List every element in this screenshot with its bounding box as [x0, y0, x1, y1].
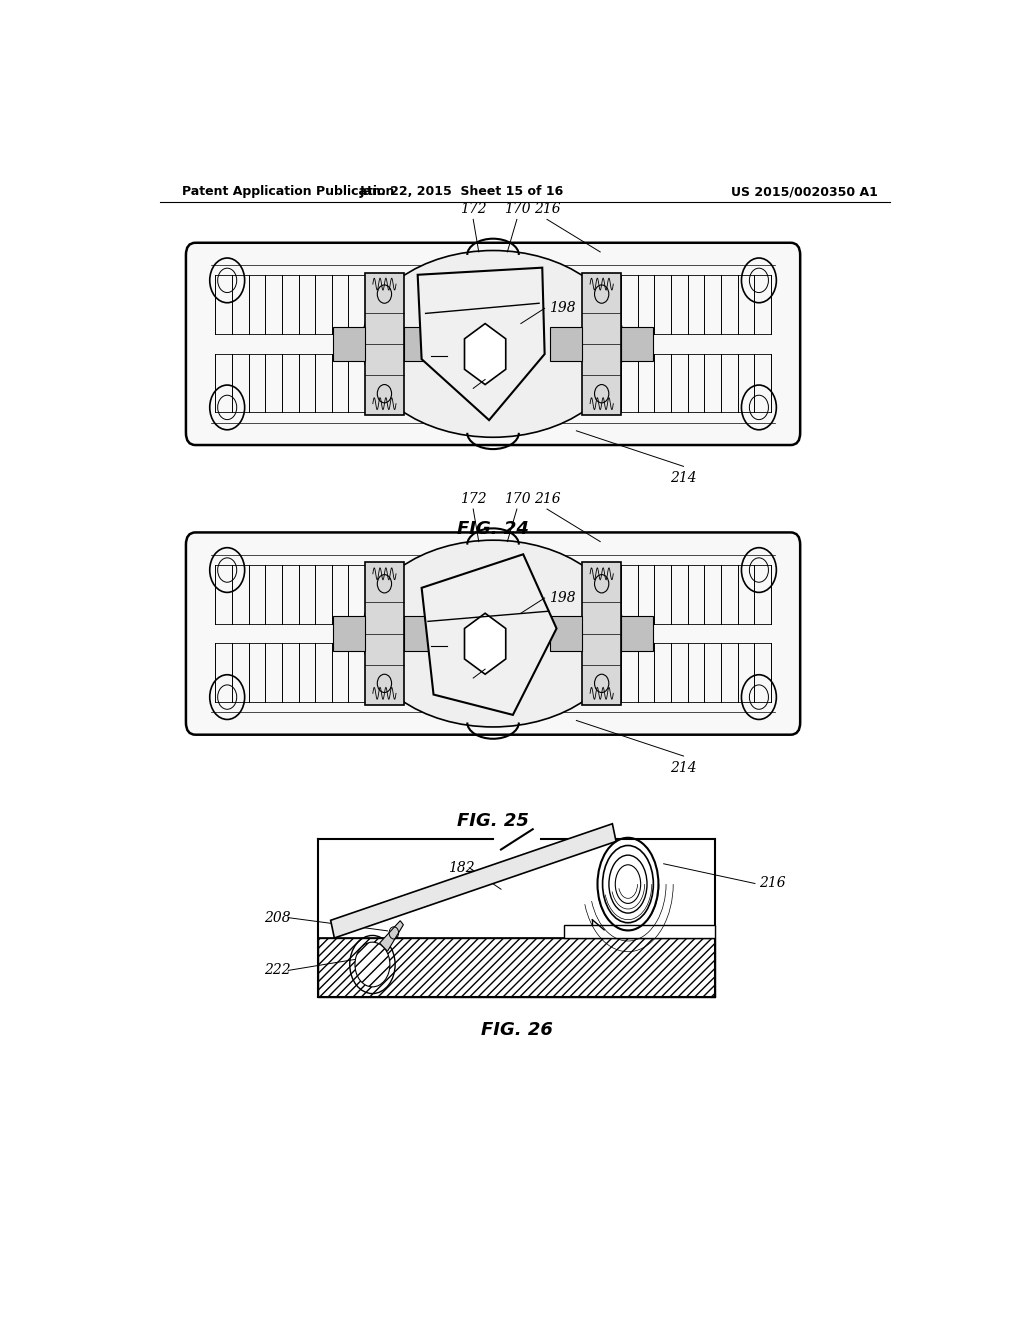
Text: 170: 170: [504, 202, 530, 216]
Bar: [564, 925, 715, 939]
Bar: [621, 327, 653, 360]
Text: 170: 170: [504, 492, 530, 506]
Bar: [333, 616, 366, 651]
Bar: [366, 273, 403, 414]
Text: 216: 216: [534, 492, 560, 506]
Bar: [403, 327, 435, 360]
FancyBboxPatch shape: [186, 243, 800, 445]
Bar: [551, 327, 583, 360]
Bar: [366, 562, 403, 705]
Wedge shape: [355, 942, 390, 987]
Ellipse shape: [362, 540, 624, 727]
Text: 198: 198: [549, 301, 575, 315]
Text: 70: 70: [430, 342, 447, 356]
Polygon shape: [422, 554, 557, 715]
Text: Patent Application Publication: Patent Application Publication: [182, 185, 394, 198]
Text: US 2015/0020350 A1: US 2015/0020350 A1: [731, 185, 878, 198]
Polygon shape: [380, 921, 403, 952]
Bar: [551, 616, 583, 651]
Text: FIG. 25: FIG. 25: [457, 812, 529, 830]
Text: 216: 216: [759, 876, 785, 891]
Polygon shape: [465, 614, 506, 675]
Polygon shape: [418, 268, 545, 420]
Bar: [333, 327, 366, 360]
Text: Jan. 22, 2015  Sheet 15 of 16: Jan. 22, 2015 Sheet 15 of 16: [359, 185, 563, 198]
Text: 214: 214: [670, 471, 697, 486]
Text: 172: 172: [460, 492, 486, 506]
Text: 198: 198: [549, 591, 575, 605]
Text: FIG. 26: FIG. 26: [481, 1022, 553, 1039]
Text: FIG. 24: FIG. 24: [457, 520, 529, 539]
Bar: [403, 616, 435, 651]
Text: 206: 206: [477, 381, 504, 396]
Polygon shape: [331, 824, 616, 939]
Polygon shape: [465, 323, 506, 384]
Text: 182: 182: [447, 861, 475, 875]
Bar: [318, 939, 715, 997]
Ellipse shape: [362, 251, 624, 437]
Text: 222: 222: [264, 964, 291, 977]
Text: 172: 172: [460, 202, 486, 216]
Text: 70: 70: [430, 632, 447, 645]
Text: 216: 216: [534, 202, 560, 216]
Bar: [621, 616, 653, 651]
Text: 214: 214: [670, 762, 697, 775]
Bar: [583, 273, 621, 414]
Text: 206: 206: [477, 671, 504, 685]
Bar: [583, 562, 621, 705]
FancyBboxPatch shape: [186, 532, 800, 735]
Text: 208: 208: [264, 911, 291, 924]
